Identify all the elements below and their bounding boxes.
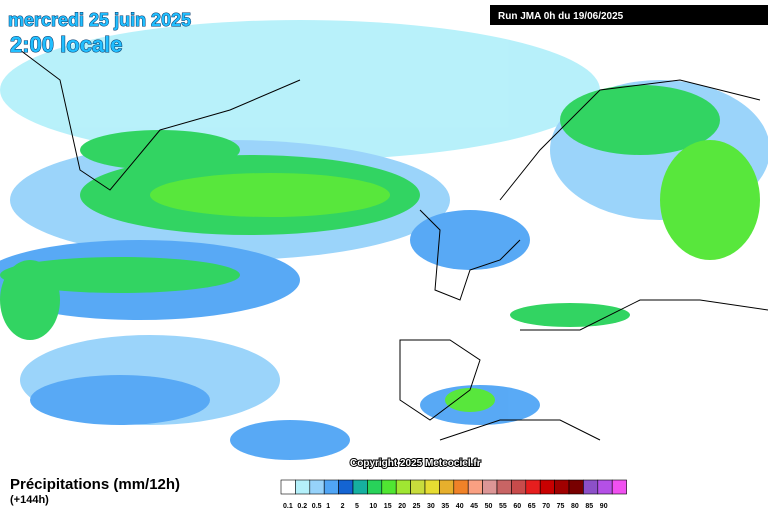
legend-swatch (424, 479, 440, 495)
legend-label: 90 (600, 503, 608, 510)
legend-label: 0.2 (297, 503, 307, 510)
legend-swatch (381, 479, 397, 495)
legend-swatch (295, 479, 311, 495)
variable-label: Précipitations (mm/12h) (10, 476, 180, 493)
legend-swatch (309, 479, 325, 495)
legend-swatch (597, 479, 613, 495)
legend-label: 65 (528, 503, 536, 510)
legend-label: 2 (341, 503, 345, 510)
run-label: Run JMA 0h du 19/06/2025 (498, 11, 624, 22)
legend-label: 30 (427, 503, 435, 510)
legend-label: 45 (470, 503, 478, 510)
legend-label: 1 (326, 503, 330, 510)
legend-label: 50 (485, 503, 493, 510)
legend-swatch (338, 479, 354, 495)
legend-swatch (367, 479, 383, 495)
map-time: 2:00 locale (10, 32, 123, 57)
legend-swatch (496, 479, 512, 495)
legend-swatch (395, 479, 411, 495)
legend-swatch (583, 479, 599, 495)
legend-label: 55 (499, 503, 507, 510)
precip-field (0, 20, 768, 460)
legend-label: 80 (571, 503, 579, 510)
copyright: Copyright 2025 Meteociel.fr (350, 458, 481, 469)
legend-label: 35 (441, 503, 449, 510)
lead-label: (+144h) (10, 494, 49, 506)
legend-swatch (323, 479, 339, 495)
legend-label: 10 (369, 503, 377, 510)
map-title: mercredi 25 juin 2025 (8, 10, 191, 30)
legend-label: 5 (355, 503, 359, 510)
legend-swatch (525, 479, 541, 495)
legend-swatch (439, 479, 455, 495)
legend-swatch (453, 479, 469, 495)
run-box (490, 5, 768, 25)
legend-label: 70 (542, 503, 550, 510)
legend-label: 15 (384, 503, 392, 510)
legend-label: 75 (557, 503, 565, 510)
legend-label: 60 (513, 503, 521, 510)
legend-swatch (511, 479, 527, 495)
legend-label: 0.1 (283, 503, 293, 510)
legend-swatch (410, 479, 426, 495)
legend-label: 0.5 (312, 503, 322, 510)
legend-label: 25 (413, 503, 421, 510)
legend-swatch (611, 479, 627, 495)
legend-swatch (280, 479, 296, 495)
legend-swatch (539, 479, 555, 495)
legend-swatch (352, 479, 368, 495)
legend-swatch (554, 479, 570, 495)
legend-swatch (467, 479, 483, 495)
coastlines (19, 49, 768, 441)
legend-label: 40 (456, 503, 464, 510)
legend-label: 85 (585, 503, 593, 510)
legend-label: 20 (398, 503, 406, 510)
legend-swatch (568, 479, 584, 495)
legend-swatch (482, 479, 498, 495)
